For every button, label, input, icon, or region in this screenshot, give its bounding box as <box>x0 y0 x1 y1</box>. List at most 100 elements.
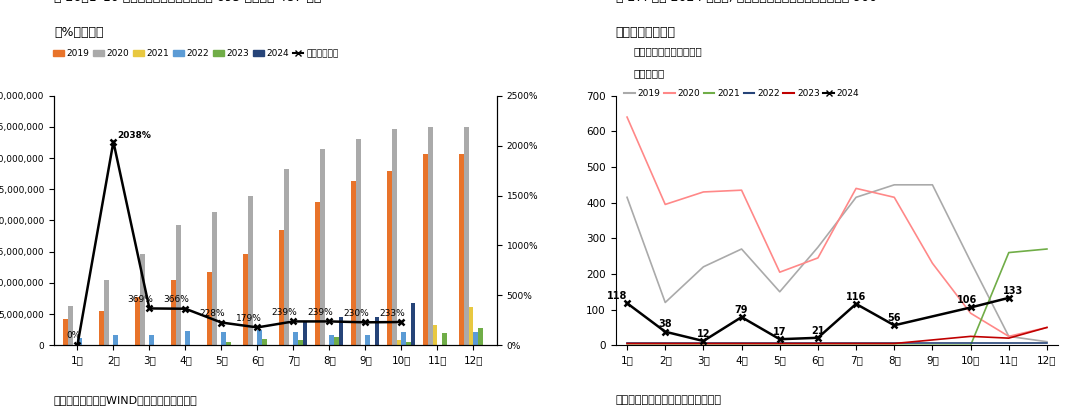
Text: 0%: 0% <box>67 331 81 340</box>
2023 <box>926 337 939 342</box>
累计同比变化 <box>215 320 228 325</box>
Line: 2021: 2021 <box>627 249 1047 345</box>
2019 <box>888 182 901 187</box>
Bar <box>375 317 379 345</box>
2022 <box>1040 341 1053 346</box>
Text: 17: 17 <box>773 327 786 337</box>
Bar <box>464 127 469 345</box>
2023 <box>850 341 863 346</box>
Bar <box>402 332 406 345</box>
2023 <box>735 341 748 346</box>
2024 <box>1002 295 1015 300</box>
2022 <box>621 341 634 346</box>
Bar <box>226 342 231 345</box>
2023 <box>964 334 977 339</box>
累计同比变化 <box>323 319 336 324</box>
Line: 2023: 2023 <box>627 327 1047 344</box>
Text: 2038%: 2038% <box>117 131 151 140</box>
Text: 进口：炼焦煤：澳大利亚: 进口：炼焦煤：澳大利亚 <box>633 46 702 56</box>
2019 <box>735 247 748 252</box>
Text: 228%: 228% <box>200 309 226 318</box>
2020 <box>850 186 863 191</box>
Bar <box>262 339 267 345</box>
2022 <box>659 341 672 346</box>
2022 <box>697 341 710 346</box>
Bar <box>140 254 145 345</box>
Bar <box>243 254 248 345</box>
2023 <box>659 341 672 346</box>
2022 <box>926 341 939 346</box>
2019 <box>964 259 977 264</box>
2019 <box>811 245 824 250</box>
Line: 2020: 2020 <box>627 117 1047 337</box>
2021 <box>888 343 901 348</box>
2024 <box>735 314 748 319</box>
Bar <box>280 230 284 345</box>
Bar <box>212 212 217 345</box>
Bar <box>428 127 433 345</box>
2024 <box>621 301 634 306</box>
2022 <box>773 341 786 346</box>
Text: 239%: 239% <box>271 308 297 317</box>
Bar <box>329 334 334 345</box>
Bar <box>186 331 190 345</box>
2020 <box>697 189 710 194</box>
Bar <box>339 317 343 345</box>
Text: 数据来源：海关、WIND、五矿期货研究中心: 数据来源：海关、WIND、五矿期货研究中心 <box>54 395 198 405</box>
2023 <box>888 341 901 346</box>
2021 <box>621 343 634 348</box>
Bar <box>334 337 339 345</box>
2022 <box>1002 341 1015 346</box>
Text: 106: 106 <box>957 295 977 305</box>
2019 <box>621 195 634 200</box>
2023 <box>697 341 710 346</box>
Bar <box>320 149 325 345</box>
Text: 21: 21 <box>811 325 825 336</box>
2022 <box>888 341 901 346</box>
Bar <box>356 139 361 345</box>
Bar <box>423 154 428 345</box>
Bar <box>459 154 464 345</box>
Text: 118: 118 <box>607 291 627 301</box>
Bar <box>248 196 253 345</box>
累计同比变化 <box>251 325 264 330</box>
Line: 累计同比变化: 累计同比变化 <box>73 139 405 349</box>
2021 <box>964 343 977 348</box>
Bar <box>442 333 447 345</box>
Bar <box>64 319 68 345</box>
Line: 2019: 2019 <box>627 185 1047 342</box>
2023 <box>773 341 786 346</box>
2020 <box>1040 325 1053 330</box>
2024 <box>964 305 977 310</box>
2021 <box>773 343 786 348</box>
2019 <box>850 195 863 200</box>
Text: 38: 38 <box>659 319 672 329</box>
2021 <box>1002 250 1015 255</box>
Bar <box>478 329 483 345</box>
2023 <box>1040 325 1053 330</box>
Text: 79: 79 <box>734 305 748 315</box>
2021 <box>926 343 939 348</box>
2021 <box>697 343 710 348</box>
Bar <box>104 280 109 345</box>
2024 <box>888 323 901 328</box>
2024 <box>773 337 786 342</box>
2020 <box>659 202 672 207</box>
2020 <box>621 114 634 119</box>
2021 <box>659 343 672 348</box>
Text: 233%: 233% <box>379 309 405 317</box>
Text: 万吨水平（万吨）: 万吨水平（万吨） <box>616 26 676 39</box>
Bar <box>351 181 356 345</box>
2022 <box>811 341 824 346</box>
2021 <box>1040 247 1053 252</box>
2020 <box>811 255 824 260</box>
Bar <box>469 307 473 345</box>
2022 <box>850 341 863 346</box>
2020 <box>1002 334 1015 339</box>
Line: 2024: 2024 <box>623 295 1012 344</box>
Bar <box>365 334 370 345</box>
Legend: 2019, 2020, 2021, 2022, 2023, 2024, 累计同比变化: 2019, 2020, 2021, 2022, 2023, 2024, 累计同比… <box>50 45 342 62</box>
2021 <box>850 343 863 348</box>
Text: 369%: 369% <box>127 295 153 304</box>
Bar <box>396 340 402 345</box>
